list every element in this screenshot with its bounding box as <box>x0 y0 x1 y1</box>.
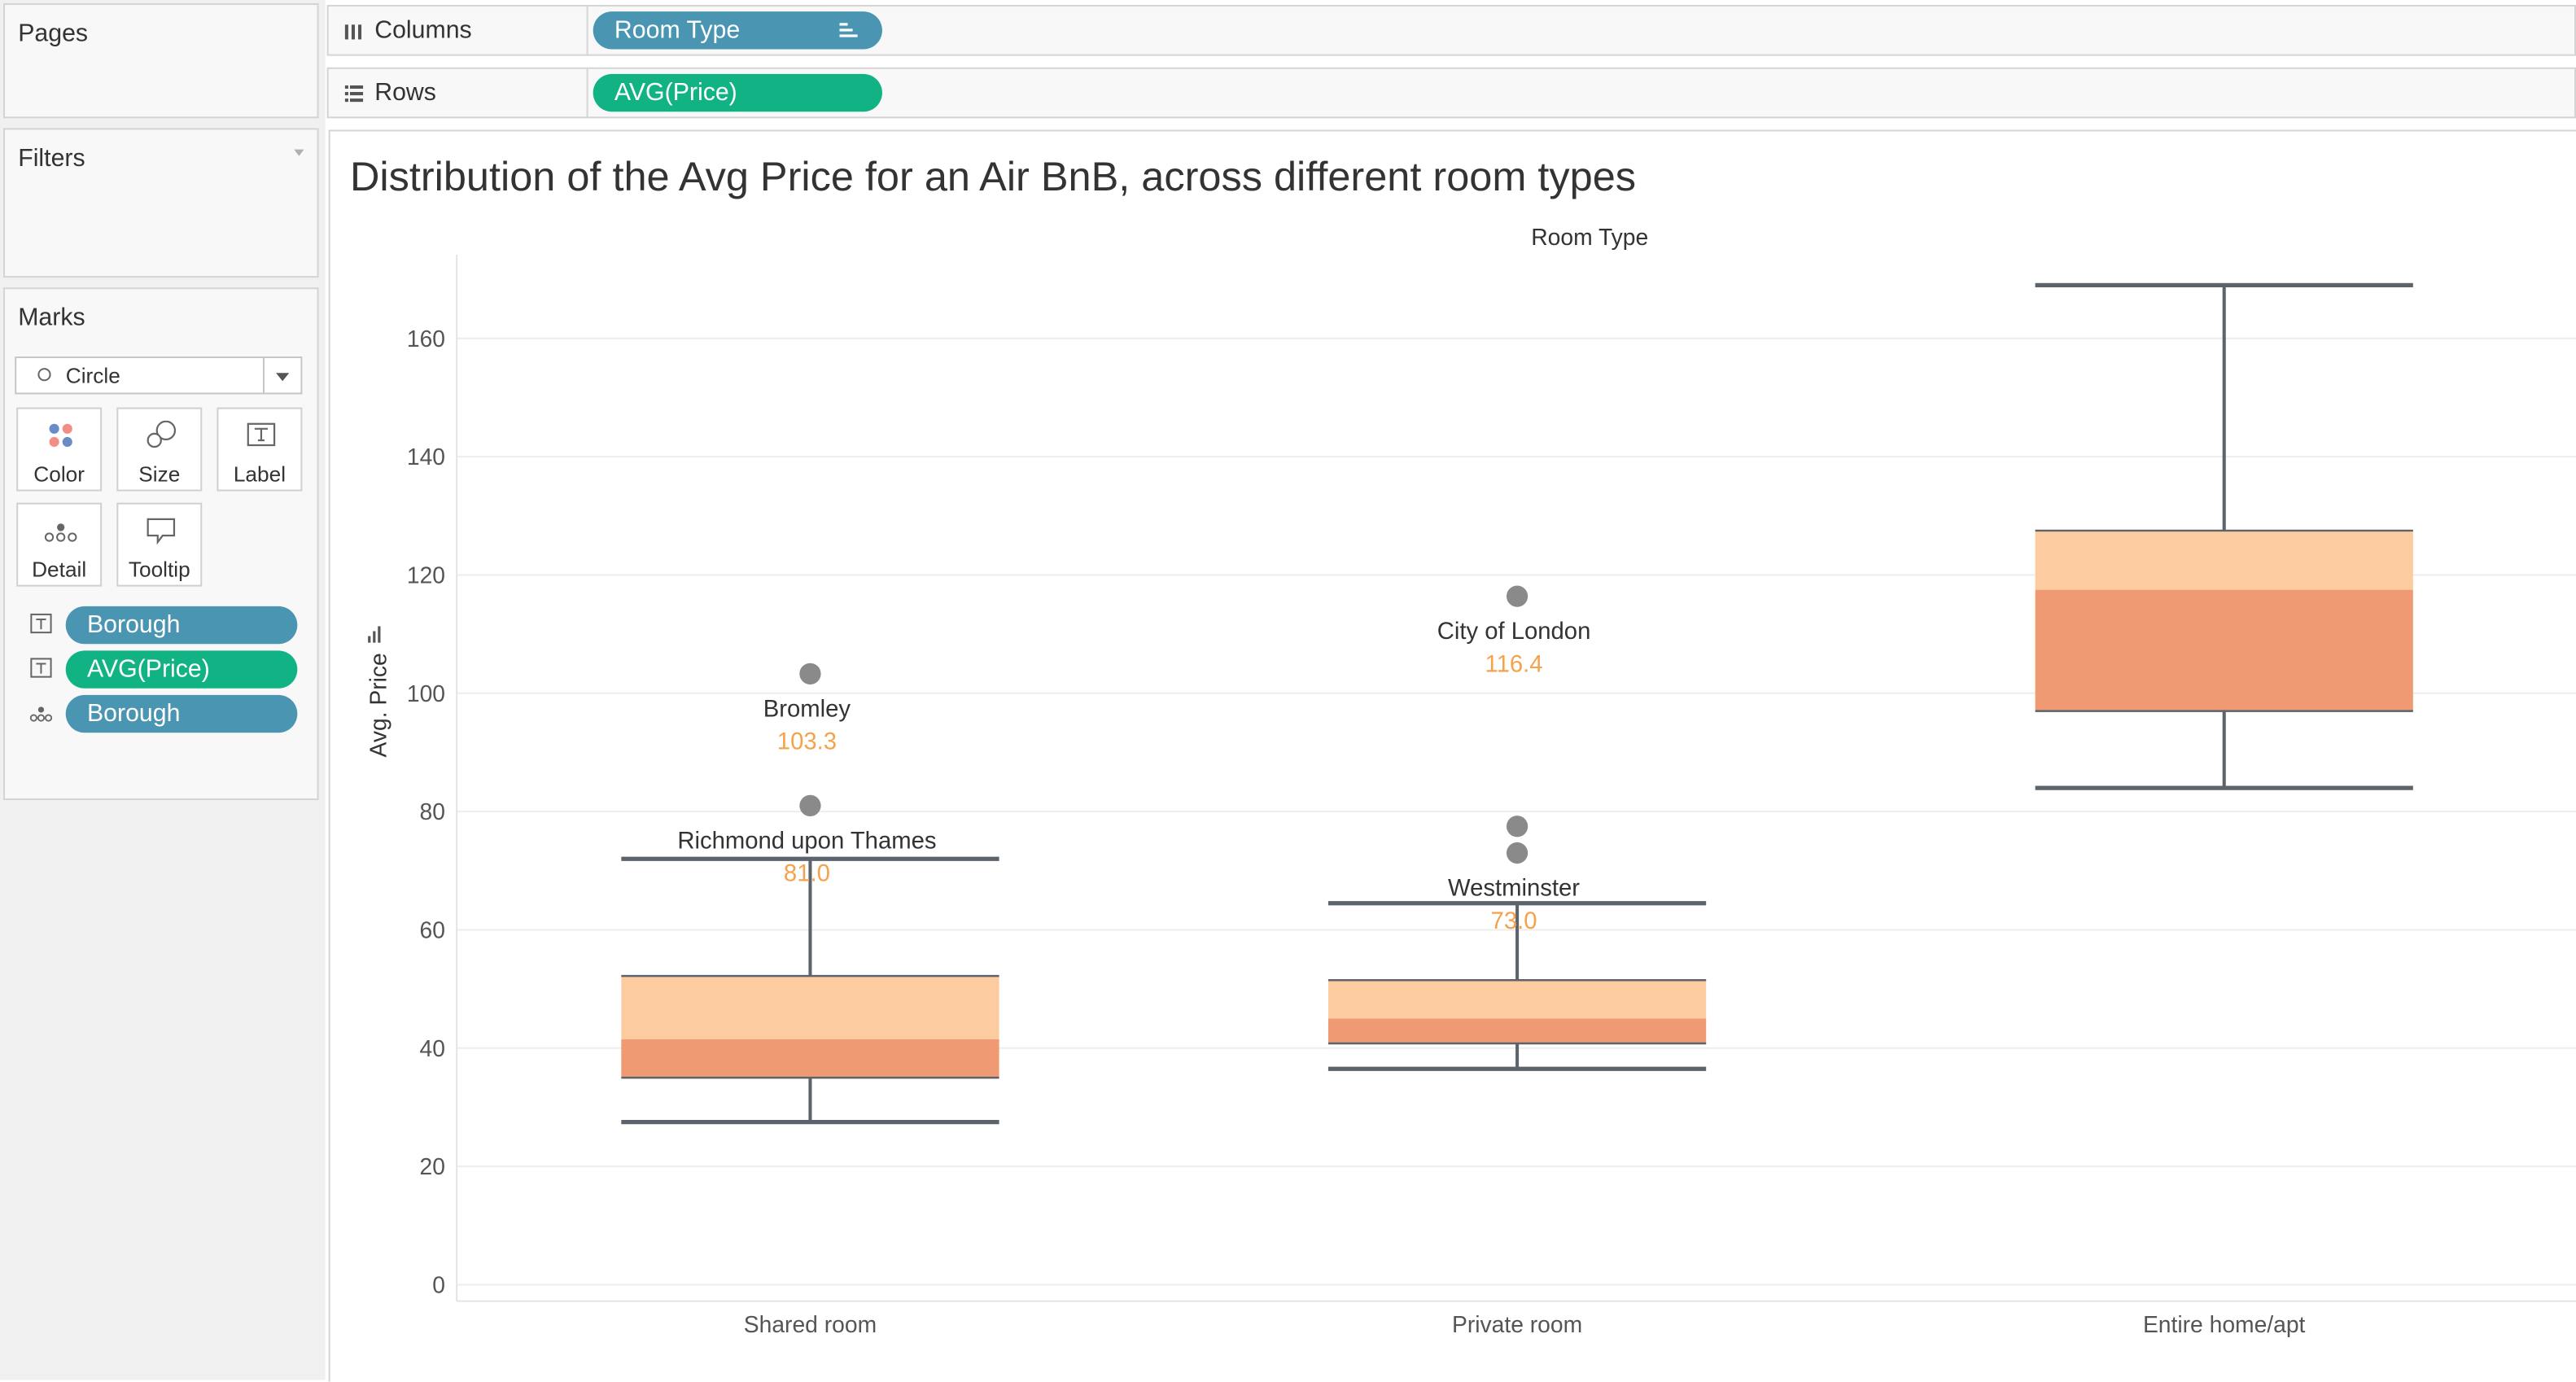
outlier-point <box>799 794 821 816</box>
color-button[interactable]: Color <box>16 407 103 492</box>
text-label-icon <box>30 613 52 634</box>
circle-mark-icon <box>37 368 51 382</box>
filters-title: Filters <box>18 144 85 173</box>
box-upper-quartile <box>2035 530 2413 590</box>
color-label: Color <box>33 461 85 487</box>
tooltip-label: Tooltip <box>128 557 190 582</box>
size-label: Size <box>138 461 181 487</box>
y-tick-label: 120 <box>407 562 445 588</box>
shelf-divider <box>586 7 588 55</box>
detail-label: Detail <box>32 557 87 582</box>
y-tick-label: 0 <box>432 1272 445 1298</box>
detail-icon <box>44 523 77 542</box>
box-plot-0 <box>621 856 999 1125</box>
borough-label-pill[interactable]: Borough <box>65 606 298 645</box>
left-sidebar: Pages Filters Marks Circle Color Size La… <box>0 0 326 1380</box>
borough-label: Richmond upon Thames <box>677 828 936 854</box>
mark-type-caret[interactable] <box>262 358 300 393</box>
sort-icon[interactable] <box>839 21 859 39</box>
chart-title: Distribution of the Avg Price for an Air… <box>349 154 1637 201</box>
sort-icon <box>368 626 381 643</box>
borough-label: Bromley <box>763 696 851 722</box>
outlier-point <box>1506 585 1529 607</box>
marks-title: Marks <box>18 304 85 332</box>
box-plot-chart: 0 20 40 60 80 100 120 140 160 Avg. Price Shared ro… <box>365 254 2576 1337</box>
outlier-point <box>1506 816 1529 838</box>
x-category-label: Private room <box>1452 1311 1582 1337</box>
box-upper-quartile <box>1327 980 1707 1019</box>
price-value-label: 81.0 <box>784 861 830 887</box>
avg-price-pill[interactable]: AVG(Price) <box>593 73 882 112</box>
x-category-label: Entire home/apt <box>2143 1311 2306 1337</box>
text-label-icon <box>30 658 52 678</box>
shelf-divider <box>586 68 588 117</box>
box-upper-quartile <box>621 976 999 1039</box>
borough-label: City of London <box>1437 619 1591 645</box>
chevron-down-icon <box>276 373 290 382</box>
column-header-room-type: Room Type <box>1531 223 1649 250</box>
detail-icon <box>29 706 53 722</box>
price-value-label: 103.3 <box>777 729 837 755</box>
box-lower-quartile <box>1327 1018 1707 1043</box>
size-icon <box>147 420 177 448</box>
y-axis-title: Avg. Price <box>365 653 391 757</box>
pages-card[interactable]: Pages <box>3 3 319 119</box>
outlier-point <box>799 663 821 684</box>
borough-label: Westminster <box>1448 875 1580 901</box>
box-plot-1 <box>1327 901 1707 1071</box>
label-label: Label <box>233 461 286 487</box>
y-tick-label: 140 <box>407 444 445 470</box>
pages-title: Pages <box>18 20 89 48</box>
y-tick-label: 80 <box>420 798 445 824</box>
color-icon <box>49 423 72 448</box>
avg-price-label-pill[interactable]: AVG(Price) <box>65 650 298 689</box>
filters-card[interactable]: Filters <box>3 128 319 278</box>
y-tick-label: 100 <box>407 680 445 706</box>
visualization-sheet: Distribution of the Avg Price for an Air… <box>328 129 2576 1382</box>
size-button[interactable]: Size <box>116 407 203 492</box>
tooltip-icon <box>147 518 176 545</box>
box-lower-quartile <box>621 1039 999 1078</box>
columns-shelf[interactable]: Columns Room Type <box>326 5 2576 56</box>
outlier-point <box>1506 842 1529 864</box>
label-button[interactable]: Label <box>216 407 303 492</box>
box-plot-2 <box>2035 282 2413 790</box>
sort-icon-bar <box>373 631 376 643</box>
price-value-label: 116.4 <box>1485 651 1543 677</box>
x-category-label: Shared room <box>744 1311 877 1337</box>
box-lower-quartile <box>2035 589 2413 711</box>
y-tick-label: 20 <box>420 1153 445 1179</box>
price-value-label: 73.0 <box>1491 908 1537 934</box>
mark-type-value: Circle <box>65 363 120 388</box>
sort-icon-bar <box>368 636 371 643</box>
y-tick-label: 160 <box>407 326 445 352</box>
y-tick-label: 60 <box>420 917 445 943</box>
y-tick-label: 40 <box>420 1035 445 1061</box>
room-type-pill[interactable]: Room Type <box>593 11 882 50</box>
rows-shelf[interactable]: Rows AVG(Price) <box>326 67 2576 119</box>
detail-button[interactable]: Detail <box>16 502 103 587</box>
borough-detail-pill[interactable]: Borough <box>65 694 298 733</box>
rows-icon <box>344 85 364 103</box>
columns-icon <box>344 24 362 40</box>
rows-label: Rows <box>374 78 436 107</box>
sort-icon-bar <box>378 626 381 643</box>
text-label-icon <box>247 422 276 447</box>
mark-type-dropdown[interactable]: Circle <box>15 356 303 395</box>
filters-menu-icon[interactable] <box>294 149 304 156</box>
tooltip-button[interactable]: Tooltip <box>116 502 203 587</box>
room-type-pill-label: Room Type <box>614 16 741 45</box>
columns-label: Columns <box>374 16 472 45</box>
